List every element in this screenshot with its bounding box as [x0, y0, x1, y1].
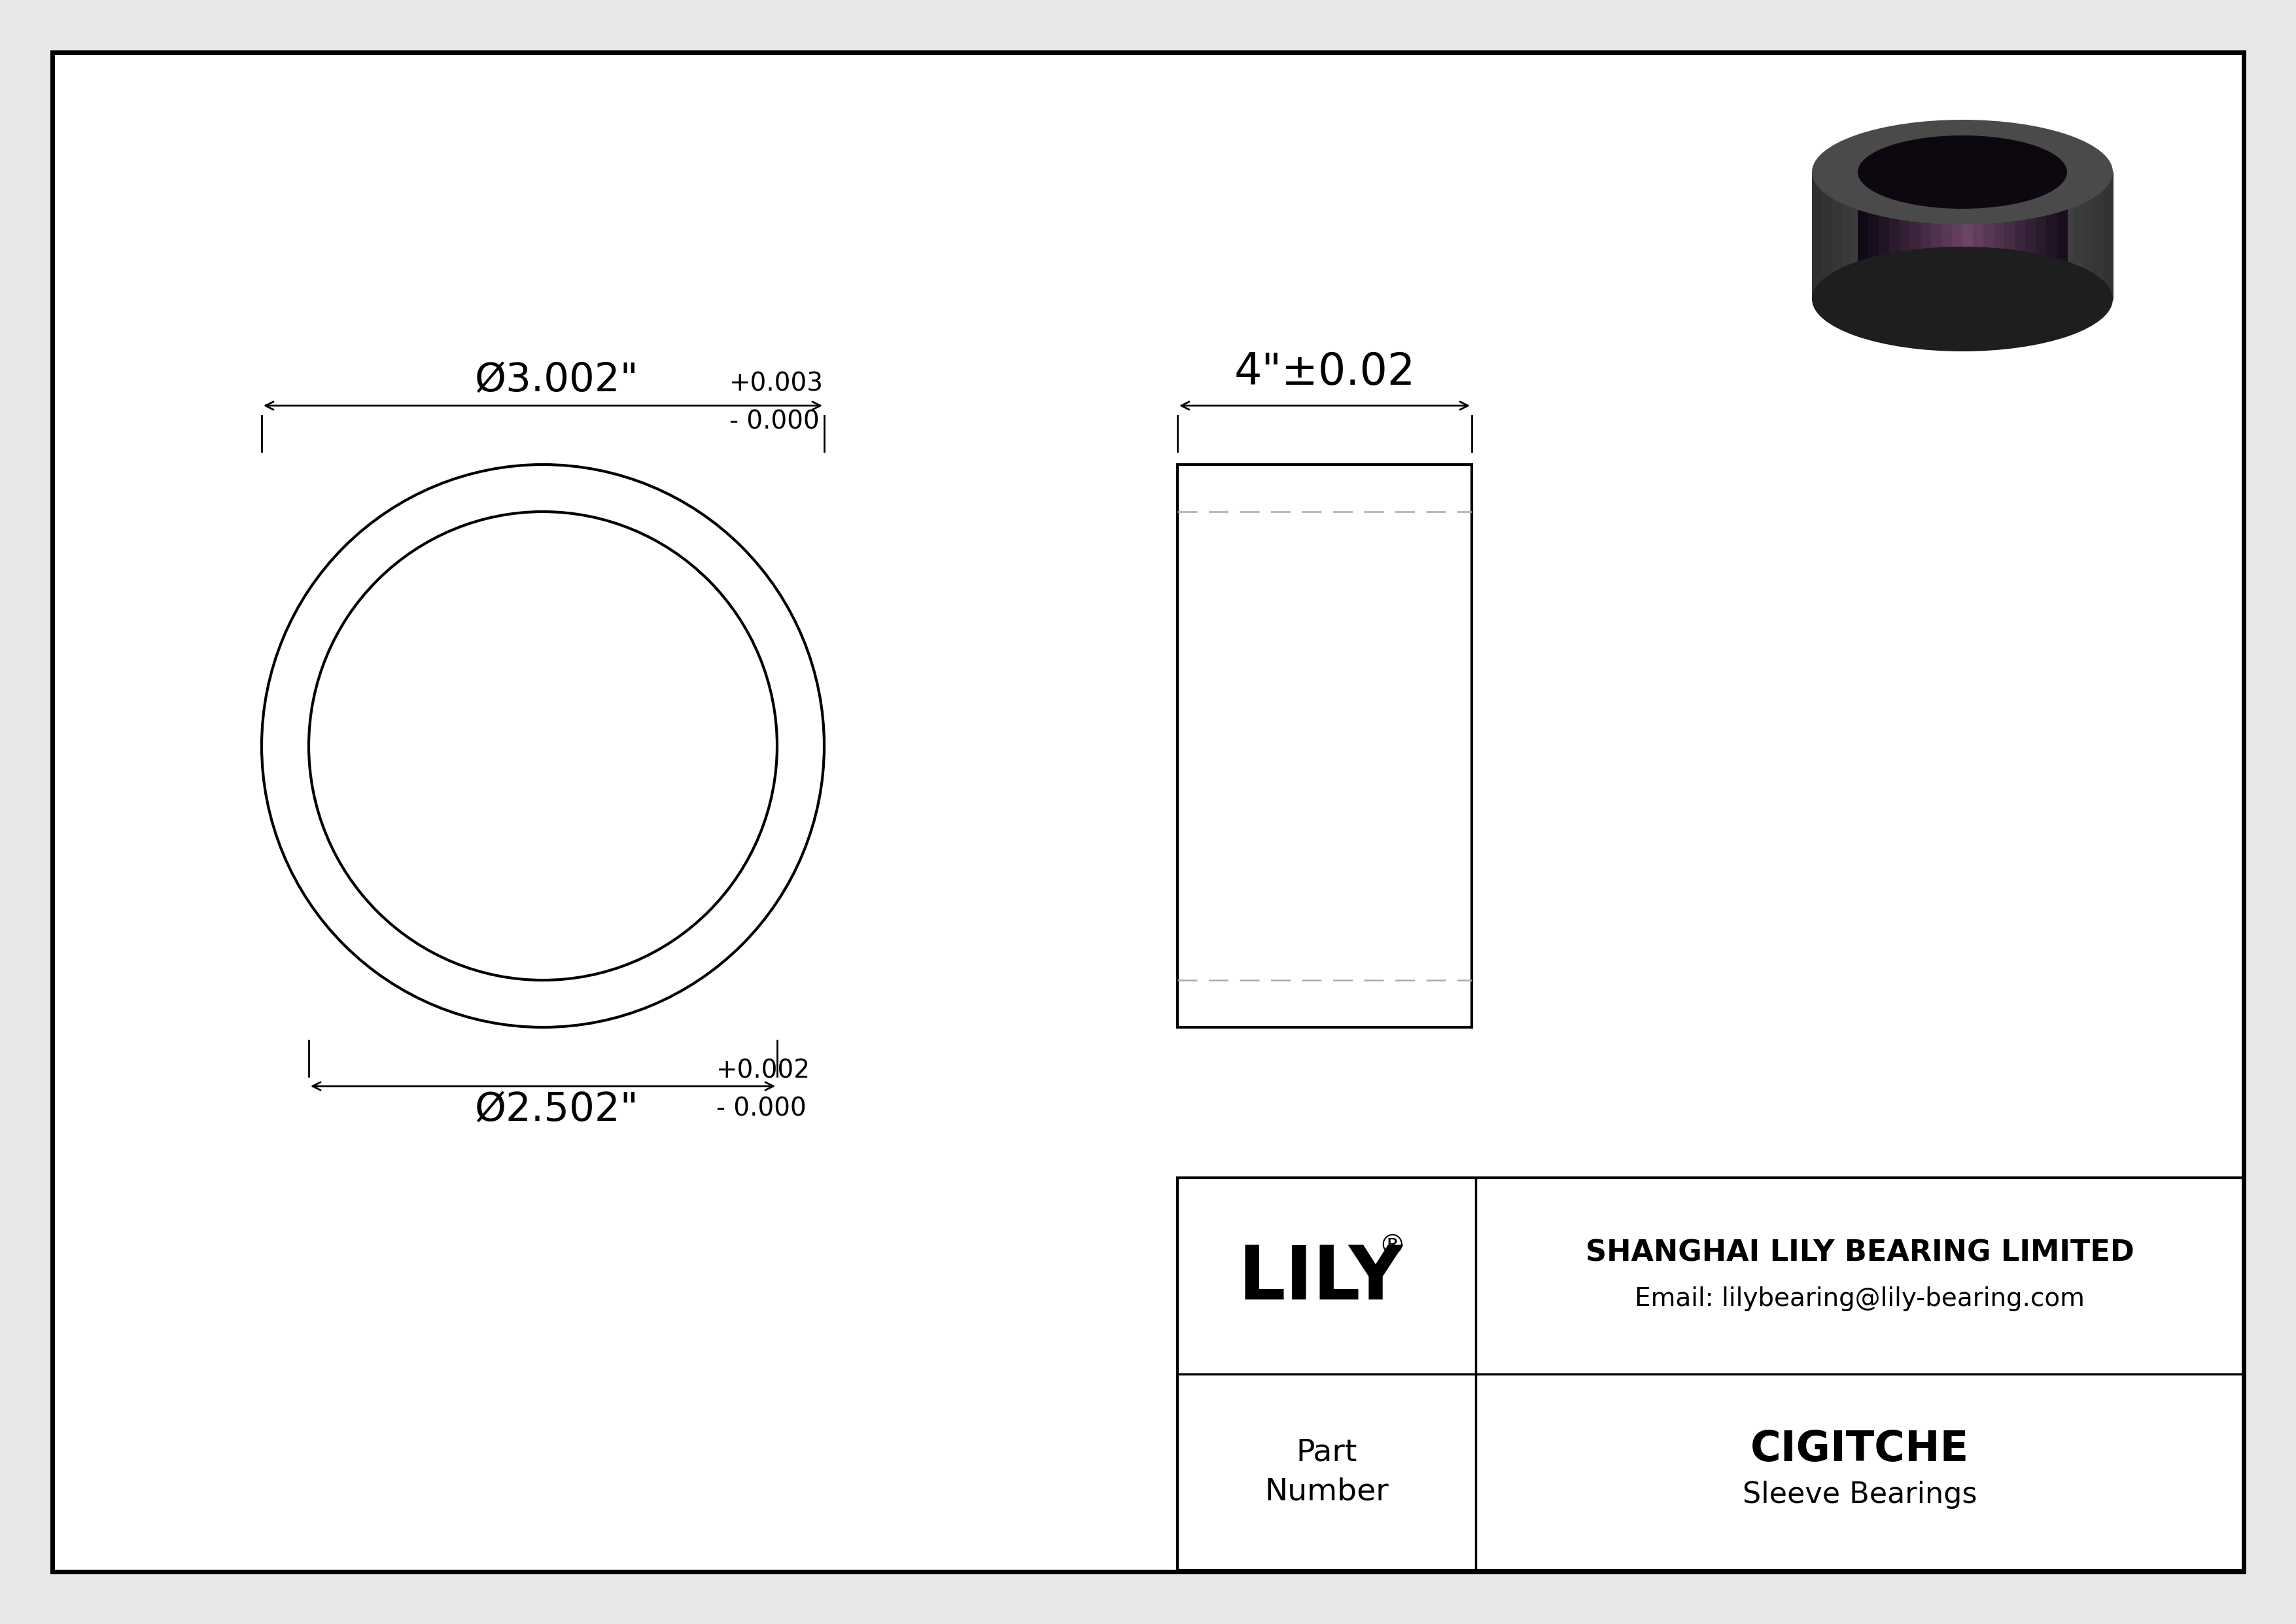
Bar: [1972, 172, 1984, 300]
Bar: [2062, 172, 2073, 300]
Bar: [1972, 172, 1984, 300]
Bar: [2014, 172, 2025, 300]
Bar: [2025, 172, 2037, 300]
Bar: [1910, 172, 1922, 300]
Text: Part: Part: [1297, 1437, 1357, 1468]
Bar: [1892, 172, 1903, 300]
Bar: [1899, 172, 1910, 300]
Bar: [1890, 172, 1901, 300]
Text: Ø2.502": Ø2.502": [473, 1091, 638, 1130]
Bar: [1832, 172, 1844, 300]
Bar: [1981, 172, 1993, 300]
Bar: [2023, 172, 2034, 300]
Bar: [1178, 1177, 2243, 1570]
Ellipse shape: [1857, 135, 2066, 209]
Bar: [1857, 172, 1869, 300]
Bar: [1952, 172, 1963, 300]
Bar: [1883, 172, 1892, 300]
Bar: [1862, 172, 1874, 300]
Text: +0.002: +0.002: [716, 1057, 810, 1083]
Bar: [1922, 172, 1933, 300]
Text: 4"±0.02: 4"±0.02: [1233, 351, 1414, 395]
Bar: [2082, 172, 2094, 300]
Text: Ø3.002": Ø3.002": [473, 362, 638, 401]
Text: LILY: LILY: [1238, 1242, 1403, 1315]
Bar: [2037, 172, 2046, 300]
Bar: [1869, 172, 1880, 300]
Bar: [1871, 172, 1883, 300]
Bar: [1963, 172, 1975, 300]
Text: Sleeve Bearings: Sleeve Bearings: [1743, 1481, 1977, 1509]
Bar: [1178, 464, 1472, 1028]
Bar: [2043, 172, 2053, 300]
Text: Email: lilybearing@lily-bearing.com: Email: lilybearing@lily-bearing.com: [1635, 1286, 2085, 1311]
Bar: [2092, 172, 2103, 300]
Bar: [2004, 172, 2016, 300]
Text: CIGITCHE: CIGITCHE: [1750, 1429, 1970, 1470]
Bar: [1878, 172, 1890, 300]
Bar: [1812, 172, 1823, 300]
Bar: [2032, 172, 2043, 300]
Ellipse shape: [1812, 120, 2112, 224]
Bar: [1901, 172, 1913, 300]
Text: Number: Number: [1265, 1478, 1389, 1507]
Bar: [1931, 172, 1942, 300]
Bar: [1993, 172, 2002, 300]
Bar: [1984, 172, 1995, 300]
Bar: [1919, 172, 1931, 300]
Text: - 0.000: - 0.000: [730, 409, 820, 434]
Bar: [1178, 1177, 2243, 1570]
Bar: [1942, 172, 1954, 300]
Ellipse shape: [1812, 247, 2112, 351]
Bar: [2002, 172, 2014, 300]
Bar: [1841, 172, 1853, 300]
Bar: [1993, 172, 2004, 300]
Bar: [1942, 172, 1952, 300]
Text: ®: ®: [1378, 1233, 1405, 1260]
Bar: [1823, 172, 1832, 300]
Bar: [2103, 172, 2115, 300]
Bar: [2014, 172, 2023, 300]
Bar: [2073, 172, 2082, 300]
Text: +0.003: +0.003: [730, 370, 824, 396]
Bar: [1952, 172, 1963, 300]
Bar: [2046, 172, 2057, 300]
Bar: [1913, 172, 1924, 300]
Bar: [1853, 172, 1862, 300]
Bar: [2053, 172, 2064, 300]
Bar: [2057, 172, 2069, 300]
Bar: [1933, 172, 1942, 300]
Text: SHANGHAI LILY BEARING LIMITED: SHANGHAI LILY BEARING LIMITED: [1587, 1239, 2135, 1267]
Text: - 0.000: - 0.000: [716, 1096, 806, 1121]
Bar: [1963, 172, 1972, 300]
